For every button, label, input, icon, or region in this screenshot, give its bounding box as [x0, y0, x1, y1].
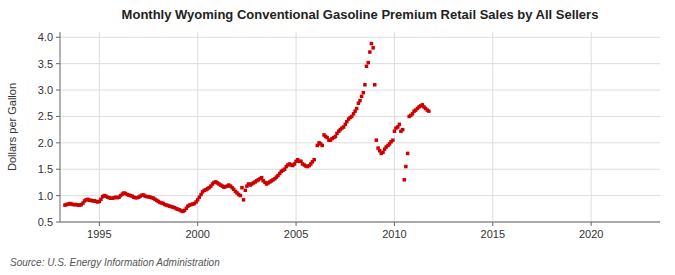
- tick-mark: [99, 222, 100, 226]
- grid-line: [492, 32, 493, 222]
- tick-label: 2000: [185, 228, 209, 240]
- background: [0, 0, 675, 275]
- point: [401, 128, 405, 132]
- tick-mark: [394, 222, 395, 226]
- point: [240, 186, 244, 190]
- tick-mark: [591, 222, 592, 226]
- point: [244, 189, 248, 193]
- point: [375, 138, 379, 142]
- point: [239, 194, 243, 198]
- grid-line: [591, 32, 592, 222]
- tick-label: 2020: [579, 228, 603, 240]
- point: [373, 83, 377, 87]
- tick-mark: [197, 222, 198, 226]
- tick-label: 1.0: [38, 190, 53, 202]
- tick-label: 1995: [87, 228, 111, 240]
- x-axis-line: [60, 222, 660, 223]
- point: [242, 198, 246, 202]
- point: [365, 65, 369, 69]
- tick-label: 0.5: [38, 216, 53, 228]
- tick-mark: [56, 169, 60, 170]
- annotation: Source: U.S. Energy Information Administ…: [10, 257, 220, 268]
- point: [360, 95, 364, 99]
- tick-label: 3.5: [38, 58, 53, 70]
- tick-label: 3.0: [38, 84, 53, 96]
- title: Monthly Wyoming Conventional Gasoline Pr…: [122, 7, 599, 22]
- grid-line: [60, 169, 660, 170]
- point: [362, 91, 366, 95]
- tick-label: 4.0: [38, 31, 53, 43]
- tick-mark: [56, 37, 60, 38]
- tick-label: 2015: [481, 228, 505, 240]
- point: [370, 42, 374, 46]
- axes: 1995 2000 2005 2010 2015 2020 0.5 1.0 1.5 2.0 2.5 3…: [38, 31, 660, 240]
- grid: [60, 32, 660, 222]
- tick-mark: [56, 222, 60, 223]
- point: [381, 151, 385, 155]
- point: [427, 109, 431, 113]
- tick-label: 2.0: [38, 137, 53, 149]
- point: [334, 135, 338, 139]
- grid-line: [60, 116, 660, 117]
- point: [403, 178, 407, 182]
- grid-line: [60, 37, 660, 38]
- tick-mark: [56, 90, 60, 91]
- tick-mark: [492, 222, 493, 226]
- grid-line: [60, 63, 660, 64]
- point: [371, 46, 375, 50]
- grid-line: [60, 142, 660, 143]
- grid-line: [99, 32, 100, 222]
- grid-line: [60, 90, 660, 91]
- point: [355, 107, 359, 111]
- tick-mark: [56, 116, 60, 117]
- tick-mark: [56, 195, 60, 196]
- tick-label: 2005: [284, 228, 308, 240]
- grid-line: [197, 32, 198, 222]
- point: [398, 123, 402, 127]
- point: [260, 176, 264, 180]
- grid-line: [60, 222, 660, 223]
- y-axis-line: [60, 32, 61, 222]
- point: [393, 129, 397, 133]
- tick-mark: [296, 222, 297, 226]
- grid-line: [296, 32, 297, 222]
- tick-label: 2010: [382, 228, 406, 240]
- point: [404, 165, 408, 169]
- point: [320, 144, 324, 148]
- tick-mark: [56, 63, 60, 64]
- points: [63, 42, 430, 213]
- point: [406, 152, 410, 156]
- point: [358, 99, 362, 103]
- tick-label: 2.5: [38, 110, 53, 122]
- point: [367, 61, 371, 65]
- tick-label: 1.5: [38, 163, 53, 175]
- point: [391, 138, 395, 142]
- tick-mark: [56, 142, 60, 143]
- point: [312, 158, 316, 162]
- point: [368, 50, 372, 54]
- point: [363, 83, 367, 87]
- chart: 1995 2000 2005 2010 2015 2020 0.5 1.0 1.5 2.0 2.5 3…: [0, 0, 675, 275]
- y-axis-label: Dollars per Gallon: [6, 83, 18, 171]
